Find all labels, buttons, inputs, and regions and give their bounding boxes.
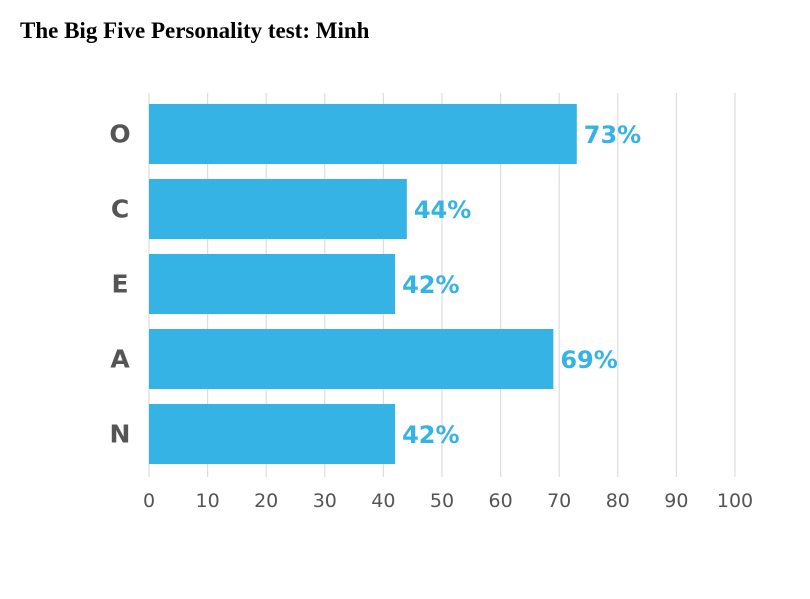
value-label-A: 69% [560, 346, 617, 374]
category-label-N: N [110, 420, 131, 449]
x-tick-label-80: 80 [606, 490, 630, 512]
category-label-E: E [111, 270, 128, 299]
bar-C [149, 179, 407, 239]
x-tick-label-20: 20 [254, 490, 278, 512]
x-tick-label-30: 30 [313, 490, 337, 512]
bar-E [149, 254, 396, 314]
x-tick-label-10: 10 [196, 490, 220, 512]
bar-O [149, 104, 577, 164]
x-tick-label-100: 100 [717, 490, 753, 512]
x-tick-label-0: 0 [143, 490, 155, 512]
category-label-C: C [111, 195, 129, 224]
x-tick-label-90: 90 [664, 490, 688, 512]
bar-N [149, 404, 396, 464]
category-label-A: A [110, 345, 130, 374]
x-tick-label-60: 60 [489, 490, 513, 512]
x-tick-label-70: 70 [547, 490, 571, 512]
x-tick-label-50: 50 [430, 490, 454, 512]
bars [149, 104, 577, 464]
bar-A [149, 329, 554, 389]
labels: 0 10 20 30 40 50 60 70 80 90 100 O 73% C 44% E 42% A 69% N 4… [109, 120, 753, 513]
category-label-O: O [109, 120, 130, 149]
value-label-E: 42% [402, 271, 459, 299]
value-label-N: 42% [402, 421, 459, 449]
chart-title: The Big Five Personality test: Minh [20, 18, 370, 43]
x-tick-label-40: 40 [371, 490, 395, 512]
value-label-O: 73% [584, 121, 641, 149]
value-label-C: 44% [414, 196, 471, 224]
